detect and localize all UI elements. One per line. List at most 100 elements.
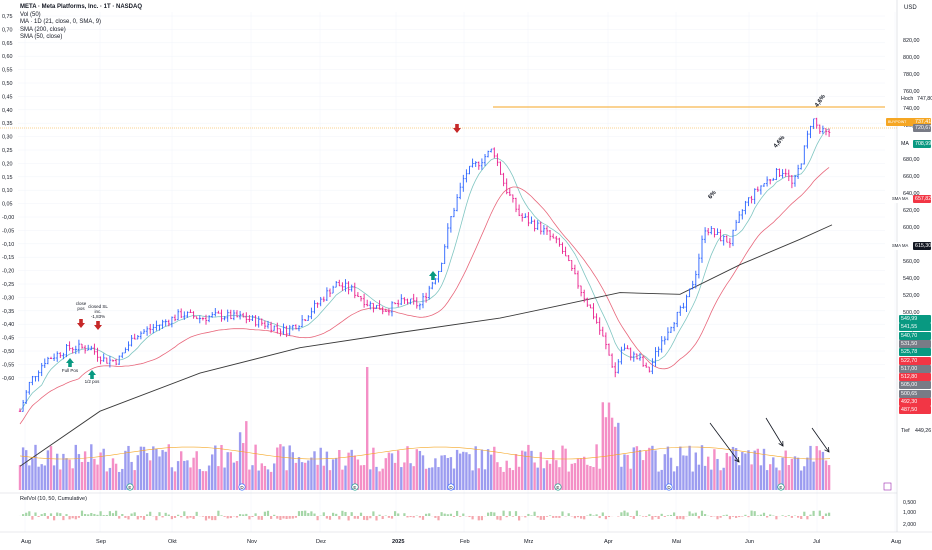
- sma50-indicator-line[interactable]: SMA (50, close): [20, 34, 63, 41]
- buypoint-label[interactable]: BUYPOINT: [886, 118, 930, 126]
- lower-price-label: 522,70: [899, 356, 931, 365]
- volume-bar: [573, 463, 577, 490]
- relvol-bar: [189, 516, 192, 518]
- sma200-indicator-line[interactable]: SMA (200, close): [20, 26, 66, 33]
- volume-bar: [778, 470, 781, 490]
- volume-bar: [620, 466, 623, 490]
- volume-bar: [288, 445, 291, 490]
- relvol-bar: [307, 513, 310, 516]
- volume-bar: [142, 446, 146, 490]
- volume-bar: [452, 468, 456, 490]
- relvol-bar: [663, 516, 666, 517]
- left-axis-tick: -0,25: [2, 282, 14, 288]
- symbol-line[interactable]: META · Meta Platforms, Inc. · 1T · NASDA…: [20, 4, 143, 10]
- volume-bar: [446, 457, 449, 490]
- volume-bar: [338, 449, 341, 490]
- left-axis-tick: -0,35: [2, 309, 14, 315]
- x-axis-tick: Jul: [813, 539, 820, 545]
- relvol-bar: [787, 515, 790, 516]
- volume-bar: [685, 455, 688, 490]
- relvol-bar: [301, 510, 304, 516]
- volume-bar: [567, 471, 570, 490]
- relvol-bar: [338, 516, 341, 520]
- relvol-label[interactable]: RelVol (10, 50, Cumulative): [20, 496, 87, 502]
- volume-bar: [700, 445, 704, 490]
- volume-bar: [514, 454, 518, 490]
- right-axis-tick: 740,00: [903, 106, 920, 112]
- event-marker-icon: [777, 483, 785, 491]
- right-axis-tick: 560,00: [903, 259, 920, 265]
- sma200-label[interactable]: SMA MA: [890, 242, 913, 250]
- arrow-head-icon: [778, 440, 784, 447]
- relvol-bar: [372, 511, 375, 516]
- relvol-bar: [542, 516, 545, 520]
- hoch-label[interactable]: Hoch: [899, 95, 930, 103]
- volume-bar: [46, 450, 50, 490]
- currency-label[interactable]: USD: [904, 5, 917, 11]
- relvol-bar: [440, 512, 443, 516]
- volume-bar: [598, 468, 601, 490]
- volume-bar: [403, 462, 406, 490]
- relvol-bar: [56, 512, 59, 516]
- volume-bar: [428, 467, 431, 490]
- volume-bar: [530, 450, 533, 490]
- volume-bar: [40, 464, 43, 490]
- relvol-bar: [648, 514, 651, 516]
- volume-bar: [353, 455, 356, 490]
- relvol-bar: [704, 514, 707, 516]
- relvol-bar: [775, 516, 778, 520]
- event-marker-icon: [665, 483, 673, 491]
- relvol-bar: [313, 513, 316, 516]
- volume-bar: [539, 452, 542, 490]
- volume-bar: [285, 470, 288, 490]
- relvol-bar: [251, 516, 254, 518]
- volume-bar: [80, 461, 84, 490]
- event-marker-text: D: [667, 485, 671, 490]
- volume-bar: [37, 466, 40, 490]
- relvol-bar: [257, 516, 260, 520]
- relvol-bar: [96, 514, 99, 516]
- relvol-bar: [818, 510, 821, 516]
- volume-bar: [747, 450, 750, 490]
- relvol-bar: [201, 516, 204, 517]
- tief-label[interactable]: Tief: [899, 427, 913, 435]
- closed-sl-note: closed SL inc. -1,83%: [88, 304, 108, 319]
- relvol-bar: [273, 514, 276, 516]
- volume-bar: [424, 468, 428, 490]
- left-axis-tick: -0,05: [2, 228, 14, 234]
- volume-bar: [269, 471, 273, 490]
- volume-bar: [366, 367, 369, 490]
- arrow-head-icon: [734, 456, 740, 463]
- left-axis-tick: 0,05: [2, 202, 13, 208]
- volume-bar: [471, 470, 474, 490]
- relvol-bar: [583, 516, 586, 520]
- volume-bar: [796, 457, 800, 490]
- volume-bar: [384, 458, 387, 490]
- relvol-bar: [71, 516, 74, 519]
- volume-bar: [300, 462, 304, 490]
- relvol-bar: [25, 512, 28, 516]
- sell-arrow-icon: [452, 124, 461, 133]
- volume-bar: [555, 460, 558, 490]
- relvol-bar: [446, 514, 449, 516]
- volume-bar: [118, 471, 121, 490]
- relvol-bar: [378, 514, 381, 516]
- ohlc-bars: [18, 117, 831, 412]
- ma-indicator-line[interactable]: MA · 1D (21, close, 0, SMA, 9): [20, 19, 102, 26]
- x-axis-tick: Jun: [745, 539, 754, 545]
- relvol-bar: [155, 516, 158, 521]
- sma50-value: 657,82: [913, 195, 932, 203]
- vol-indicator-line[interactable]: Vol (50): [20, 11, 41, 18]
- volume-bar: [111, 458, 115, 490]
- sma50-label[interactable]: SMA MA: [890, 195, 913, 203]
- relvol-bar: [769, 514, 772, 516]
- ma-label[interactable]: MA: [899, 140, 913, 148]
- volume-bar: [691, 471, 694, 490]
- right-axis-tick: 800,00: [903, 55, 920, 61]
- relvol-bar: [762, 512, 766, 516]
- volume-bar: [74, 444, 77, 490]
- volume-bar: [316, 464, 319, 490]
- volume-bar: [462, 451, 465, 490]
- left-axis-tick: -0,15: [2, 255, 14, 261]
